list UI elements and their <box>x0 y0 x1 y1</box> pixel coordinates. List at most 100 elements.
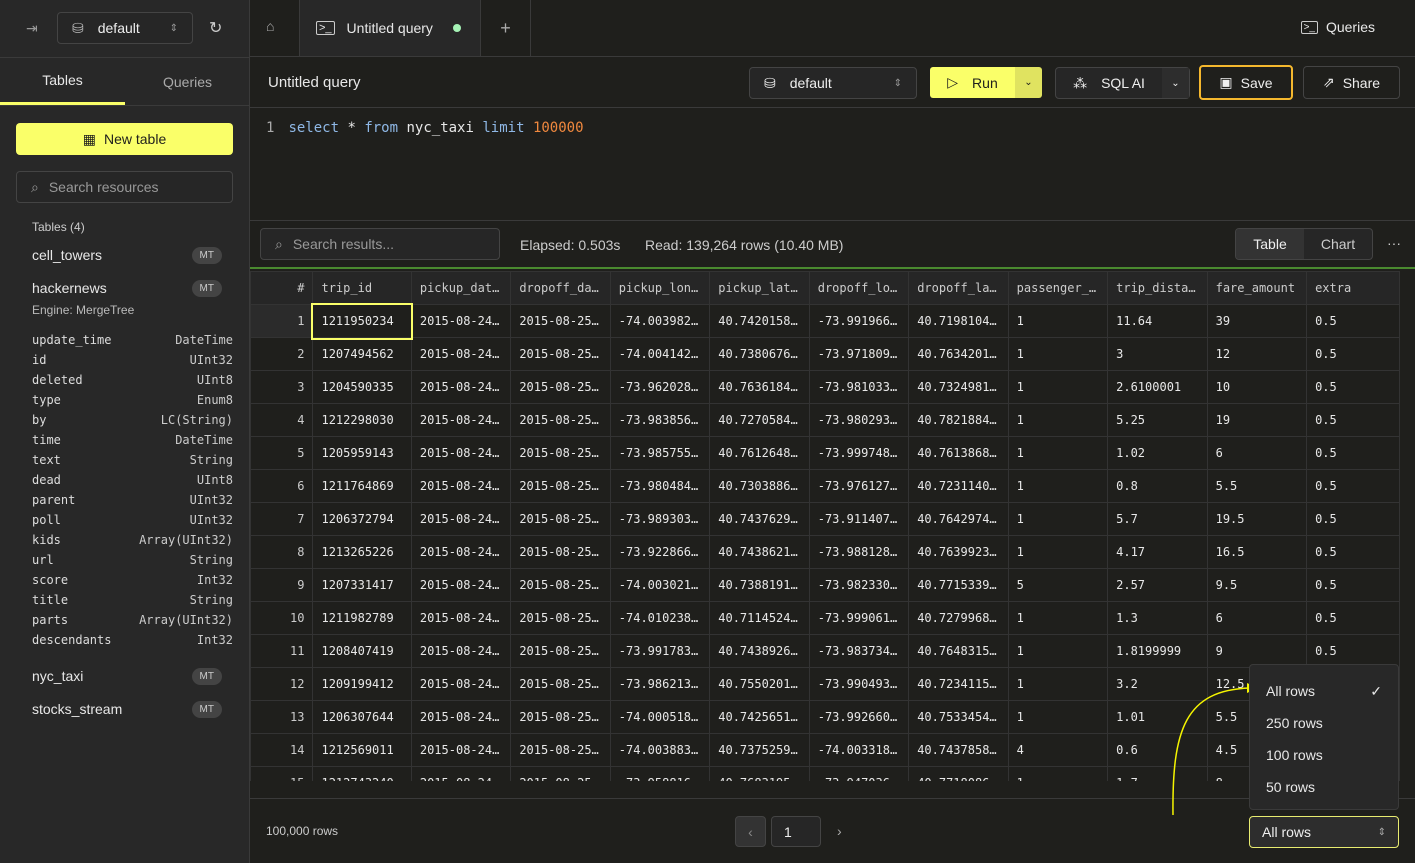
table-cell[interactable]: -73.976127… <box>808 469 910 503</box>
table-cell[interactable]: -73.982330… <box>808 568 910 602</box>
table-cell[interactable]: 11.64 <box>1107 304 1208 338</box>
prev-page-button[interactable]: ‹ <box>735 816 766 847</box>
table-cell[interactable]: 1 <box>1007 304 1109 338</box>
table-cell[interactable]: 0.5 <box>1306 502 1400 536</box>
table-cell[interactable]: 40.7234115… <box>908 667 1009 701</box>
run-button[interactable]: ▷ Run <box>930 67 1015 98</box>
column-header[interactable]: dropoff_da… <box>510 271 611 305</box>
table-cell[interactable]: 2015-08-25… <box>510 403 611 437</box>
table-cell[interactable]: -73.985755… <box>609 436 711 470</box>
table-cell[interactable]: -73.922866… <box>609 535 711 569</box>
table-cell[interactable]: -74.003883… <box>609 733 711 767</box>
table-cell[interactable]: -73.986213… <box>609 667 711 701</box>
table-cell[interactable]: 4.17 <box>1107 535 1208 569</box>
table-item[interactable]: stocks_stream MT <box>32 699 222 719</box>
table-cell[interactable]: 1 <box>1007 403 1109 437</box>
table-cell[interactable]: 1.8199999 <box>1107 634 1208 668</box>
table-cell[interactable]: 40.7388191… <box>709 568 810 602</box>
table-cell[interactable]: 40.7114524… <box>709 601 810 635</box>
table-cell[interactable]: 2015-08-25… <box>510 568 611 602</box>
table-cell[interactable]: 2015-08-24… <box>410 469 512 503</box>
table-cell[interactable]: 2015-08-25… <box>510 634 611 668</box>
search-results-input[interactable]: ⌕ Search results... <box>260 228 500 260</box>
column-item[interactable]: type Enum8 <box>32 390 233 410</box>
table-cell[interactable]: 10 <box>1206 370 1308 404</box>
table-cell[interactable]: 1 <box>1007 667 1109 701</box>
table-cell[interactable]: 0.5 <box>1306 436 1400 470</box>
table-cell[interactable]: -73.988128… <box>808 535 910 569</box>
table-cell[interactable]: 0.5 <box>1306 469 1400 503</box>
table-cell[interactable]: -73.990493… <box>808 667 910 701</box>
table-cell[interactable]: -73.989303… <box>609 502 711 536</box>
table-cell[interactable]: -74.010238… <box>609 601 711 635</box>
table-cell[interactable]: 40.7438621… <box>709 535 810 569</box>
table-cell[interactable]: 40.7718086… <box>908 766 1009 781</box>
table-cell[interactable]: 12 <box>1206 337 1308 371</box>
column-header[interactable]: pickup_lat… <box>709 271 810 305</box>
table-cell[interactable]: -73.999748… <box>808 436 910 470</box>
tab-tables[interactable]: Tables <box>0 58 125 105</box>
table-cell[interactable]: -73.971809… <box>808 337 910 371</box>
table-cell[interactable]: 2015-08-25… <box>510 667 611 701</box>
table-cell[interactable]: 2015-08-24… <box>410 436 512 470</box>
table-cell[interactable]: 40.7380676… <box>709 337 810 371</box>
column-header[interactable]: extra <box>1306 271 1400 305</box>
table-cell[interactable]: 3.2 <box>1107 667 1208 701</box>
table-cell[interactable]: -73.980293… <box>808 403 910 437</box>
table-cell[interactable]: 2015-08-24… <box>410 337 512 371</box>
table-cell[interactable]: 19 <box>1206 403 1308 437</box>
table-cell[interactable]: 40.7303886… <box>709 469 810 503</box>
share-button[interactable]: ⇗ Share <box>1303 66 1400 99</box>
column-item[interactable]: title String <box>32 590 233 610</box>
table-cell[interactable]: 40.7533454… <box>908 700 1009 734</box>
table-cell[interactable]: 9 <box>1206 634 1308 668</box>
table-cell[interactable]: -73.983734… <box>808 634 910 668</box>
table-cell[interactable]: 40.7279968… <box>908 601 1009 635</box>
table-cell[interactable]: 2015-08-25… <box>510 535 611 569</box>
column-item[interactable]: score Int32 <box>32 570 233 590</box>
menu-item-100-rows[interactable]: 100 rows <box>1266 747 1323 763</box>
table-cell[interactable]: 0.5 <box>1306 337 1400 371</box>
table-cell[interactable]: 40.7231140… <box>908 469 1009 503</box>
queries-button[interactable]: >_ Queries <box>1300 19 1375 35</box>
menu-item-all-rows[interactable]: All rows ✓ <box>1266 682 1382 700</box>
table-item[interactable]: hackernews MT <box>32 278 222 298</box>
search-resources-input[interactable]: ⌕ Search resources <box>16 171 233 203</box>
table-cell[interactable]: 2015-08-24… <box>410 766 512 781</box>
table-cell[interactable]: 0.5 <box>1306 535 1400 569</box>
table-cell[interactable]: 5.25 <box>1107 403 1208 437</box>
tab-queries[interactable]: Queries <box>162 73 213 90</box>
table-cell[interactable]: 1211982789 <box>312 601 412 635</box>
table-cell[interactable]: 2015-08-24… <box>410 403 512 437</box>
table-cell[interactable]: 6 <box>1206 601 1308 635</box>
table-cell[interactable]: 2015-08-25… <box>510 502 611 536</box>
table-cell[interactable]: 2015-08-25… <box>510 469 611 503</box>
table-cell[interactable]: 2015-08-24… <box>410 370 512 404</box>
column-header[interactable]: trip_id <box>312 271 412 305</box>
page-input[interactable]: 1 <box>771 816 821 847</box>
table-cell[interactable]: 3 <box>1107 337 1208 371</box>
table-cell[interactable]: 40.7613868… <box>908 436 1009 470</box>
column-header[interactable]: pickup_dat… <box>410 271 512 305</box>
table-cell[interactable]: 1 <box>1007 766 1109 781</box>
column-item[interactable]: text String <box>32 450 233 470</box>
tab-untitled-query[interactable]: >_ Untitled query <box>299 0 481 56</box>
table-cell[interactable]: 1.02 <box>1107 436 1208 470</box>
table-cell[interactable]: 40.7612648… <box>709 436 810 470</box>
table-cell[interactable]: 40.7683195… <box>709 766 810 781</box>
table-cell[interactable]: -74.003318… <box>808 733 910 767</box>
column-header[interactable]: fare_amount <box>1206 271 1308 305</box>
table-cell[interactable]: 2015-08-24… <box>410 667 512 701</box>
column-header[interactable]: dropoff_lo… <box>808 271 910 305</box>
table-cell[interactable]: 1 <box>1007 436 1109 470</box>
table-cell[interactable]: 1209199412 <box>312 667 412 701</box>
table-cell[interactable]: 1213265226 <box>312 535 412 569</box>
column-item[interactable]: parent UInt32 <box>32 490 233 510</box>
column-item[interactable]: update_time DateTime <box>32 330 233 350</box>
table-cell[interactable]: 40.7425651… <box>709 700 810 734</box>
table-cell[interactable]: -73.983856… <box>609 403 711 437</box>
table-item[interactable]: nyc_taxi MT <box>32 666 222 686</box>
column-item[interactable]: parts Array(UInt32) <box>32 610 233 630</box>
column-item[interactable]: dead UInt8 <box>32 470 233 490</box>
table-cell[interactable]: 40.7634201… <box>908 337 1009 371</box>
